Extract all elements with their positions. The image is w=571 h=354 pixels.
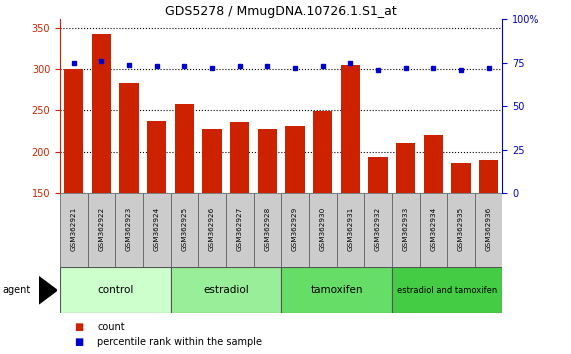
Bar [341, 65, 360, 193]
Bar [171, 267, 282, 313]
Text: tamoxifen: tamoxifen [310, 285, 363, 295]
Text: agent: agent [3, 285, 31, 295]
Bar [420, 193, 447, 267]
Bar [475, 193, 502, 267]
Text: GSM362928: GSM362928 [264, 206, 271, 251]
Text: GSM362921: GSM362921 [71, 206, 77, 251]
Polygon shape [39, 277, 57, 304]
Bar [364, 193, 392, 267]
Text: ■: ■ [74, 337, 83, 347]
Text: GSM362931: GSM362931 [347, 206, 353, 251]
Bar [451, 163, 471, 193]
Bar [336, 193, 364, 267]
Title: GDS5278 / MmugDNA.10726.1.S1_at: GDS5278 / MmugDNA.10726.1.S1_at [166, 5, 397, 18]
Bar [87, 193, 115, 267]
Text: GSM362933: GSM362933 [403, 206, 409, 251]
Text: GSM362923: GSM362923 [126, 206, 132, 251]
Text: GSM362926: GSM362926 [209, 206, 215, 251]
Bar [198, 193, 226, 267]
Bar [447, 193, 475, 267]
Text: percentile rank within the sample: percentile rank within the sample [97, 337, 262, 347]
Bar [171, 193, 198, 267]
Text: estradiol and tamoxifen: estradiol and tamoxifen [397, 286, 497, 295]
Bar [92, 34, 111, 193]
Bar [396, 143, 415, 193]
Bar [313, 111, 332, 193]
Bar [258, 129, 277, 193]
Text: GSM362930: GSM362930 [320, 206, 325, 251]
Text: estradiol: estradiol [203, 285, 249, 295]
Bar [60, 267, 171, 313]
Bar [254, 193, 282, 267]
Text: GSM362924: GSM362924 [154, 206, 160, 251]
Bar [479, 160, 498, 193]
Text: count: count [97, 322, 124, 332]
Bar [282, 193, 309, 267]
Text: GSM362929: GSM362929 [292, 206, 298, 251]
Bar [392, 193, 420, 267]
Bar [424, 135, 443, 193]
Bar [147, 121, 166, 193]
Bar [230, 122, 250, 193]
Text: ■: ■ [74, 322, 83, 332]
Bar [64, 69, 83, 193]
Bar [309, 193, 336, 267]
Bar [368, 156, 388, 193]
Text: GSM362936: GSM362936 [486, 206, 492, 251]
Bar [175, 104, 194, 193]
Bar [115, 193, 143, 267]
Bar [119, 83, 139, 193]
Text: GSM362934: GSM362934 [431, 206, 436, 251]
Bar [226, 193, 254, 267]
Bar [143, 193, 171, 267]
Text: GSM362922: GSM362922 [98, 206, 104, 251]
Bar [60, 193, 87, 267]
Text: GSM362925: GSM362925 [182, 206, 187, 251]
Text: GSM362935: GSM362935 [458, 206, 464, 251]
Bar [286, 126, 305, 193]
Text: GSM362932: GSM362932 [375, 206, 381, 251]
Bar [392, 267, 502, 313]
Text: GSM362927: GSM362927 [237, 206, 243, 251]
Bar [282, 267, 392, 313]
Text: control: control [97, 285, 134, 295]
Bar [202, 129, 222, 193]
